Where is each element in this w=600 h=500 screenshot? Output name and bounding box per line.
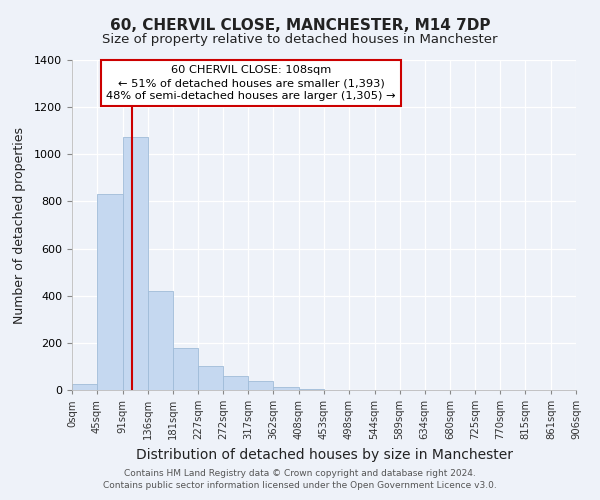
Bar [173, 348, 198, 390]
Bar [97, 194, 122, 390]
Bar [274, 387, 299, 390]
Bar [148, 291, 173, 390]
Bar [248, 381, 274, 390]
Text: Contains HM Land Registry data © Crown copyright and database right 2024.: Contains HM Land Registry data © Crown c… [124, 468, 476, 477]
Text: Contains public sector information licensed under the Open Government Licence v3: Contains public sector information licen… [103, 481, 497, 490]
Text: Size of property relative to detached houses in Manchester: Size of property relative to detached ho… [102, 32, 498, 46]
Y-axis label: Number of detached properties: Number of detached properties [13, 126, 26, 324]
Text: 60, CHERVIL CLOSE, MANCHESTER, M14 7DP: 60, CHERVIL CLOSE, MANCHESTER, M14 7DP [110, 18, 490, 32]
Bar [223, 376, 248, 390]
Bar [198, 366, 223, 390]
X-axis label: Distribution of detached houses by size in Manchester: Distribution of detached houses by size … [136, 448, 512, 462]
Bar [72, 384, 97, 390]
Text: 60 CHERVIL CLOSE: 108sqm
← 51% of detached houses are smaller (1,393)
48% of sem: 60 CHERVIL CLOSE: 108sqm ← 51% of detach… [106, 65, 395, 102]
Bar [122, 136, 148, 390]
